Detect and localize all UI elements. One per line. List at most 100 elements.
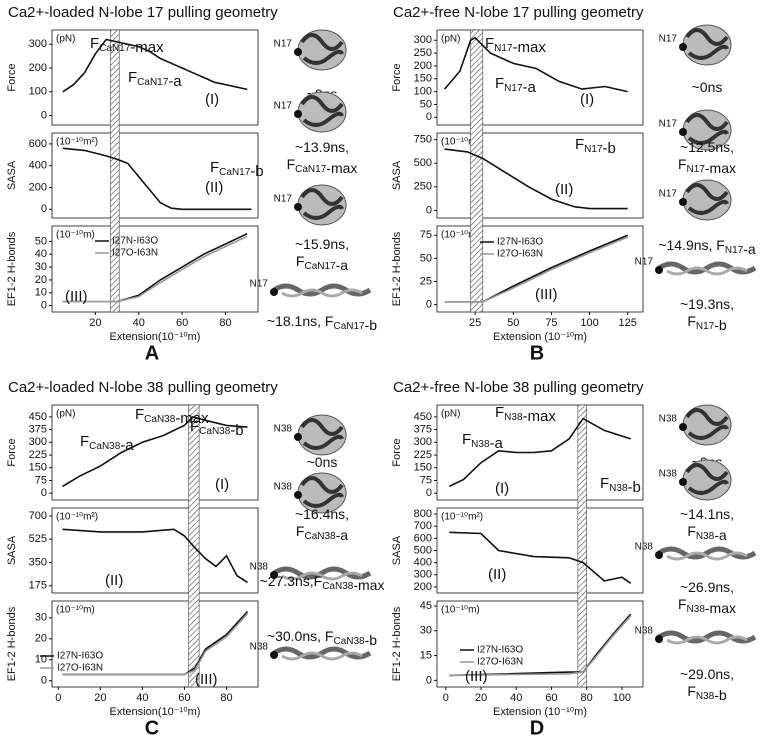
x-tick-label: 20: [94, 692, 106, 704]
y-tick-label: 150: [29, 462, 47, 474]
plot-frame: [436, 404, 644, 501]
y-tick-label: 75: [420, 474, 432, 486]
y-axis-label: EF1-2 H-bonds: [391, 606, 403, 681]
y-tick-label: 300: [29, 436, 47, 448]
label-sub: CaN17: [304, 261, 336, 272]
panel-letter: C: [145, 717, 159, 739]
label: FN17-a: [495, 75, 537, 96]
highlight-band: [470, 29, 484, 313]
y-tick-label: 0: [426, 204, 432, 216]
label: ~0ns: [307, 454, 338, 470]
y-tick-label: 20: [35, 633, 47, 645]
label-sub: CaN38: [333, 636, 365, 647]
label-part: F: [287, 156, 296, 172]
unit-label: (10⁻¹⁰m): [441, 605, 480, 616]
y-tick-label: 40: [35, 248, 47, 260]
terminus-label: N17: [659, 34, 678, 45]
label: FN17-b: [687, 313, 727, 333]
y-tick-label: 700: [29, 510, 47, 522]
ribbon: [666, 635, 748, 645]
label-part: -max: [523, 408, 557, 425]
y-axis-label: Force: [391, 438, 403, 466]
label: FCaN17-a: [128, 69, 182, 90]
plot-frame: [436, 225, 644, 313]
plot-frame: [51, 29, 259, 126]
terminus: [655, 266, 663, 274]
label-part: -max: [326, 160, 357, 176]
ribbon: [685, 113, 729, 145]
label-part: ~13.9ns,: [295, 139, 349, 155]
label-part: ~16.4ns,: [295, 506, 349, 522]
y-tick-label: 0: [41, 675, 47, 687]
protein-snapshot: [270, 283, 372, 298]
y-tick-label: 0: [41, 487, 47, 499]
label-part: -max: [130, 39, 164, 56]
label-sub: N17: [696, 321, 715, 332]
plot-frame: [51, 132, 259, 219]
ribbon: [657, 630, 757, 644]
label: ~30.0ns, FCaN38-b: [267, 628, 377, 648]
ribbon: [685, 28, 729, 60]
label-part: F: [485, 35, 494, 52]
data-line: [62, 613, 249, 676]
y-tick-label: 500: [414, 157, 432, 169]
y-tick-label: 600: [29, 138, 47, 150]
plot-frame: [51, 404, 259, 501]
label-sub: CaN38: [322, 581, 354, 592]
ribbon: [657, 261, 757, 275]
ribbon: [281, 288, 363, 298]
label-sub: CaN17: [295, 164, 327, 175]
label-part: -b: [230, 422, 243, 439]
label-part: F: [687, 523, 696, 539]
terminus-label: N17: [274, 39, 293, 50]
stage-label: (III): [535, 286, 558, 303]
panel-letter: B: [530, 342, 544, 364]
y-tick-label: 175: [29, 580, 47, 592]
label-sub: N17: [504, 83, 523, 94]
plot-frame: [436, 132, 644, 219]
y-tick-label: 15: [420, 649, 432, 661]
y-tick-label: 300: [29, 38, 47, 50]
y-axis-label: EF1-2 H-bonds: [6, 231, 18, 306]
label: FN17-max: [485, 35, 546, 56]
x-tick-label: 50: [507, 317, 519, 329]
unit-label: (pN): [441, 409, 460, 420]
y-tick-label: 350: [29, 556, 47, 568]
label-part: ~0ns: [307, 454, 338, 470]
label-part: -max: [353, 577, 384, 593]
label-part: -a: [490, 435, 504, 452]
label: ~15.9ns,: [295, 236, 349, 252]
label-sub: CaN38: [304, 531, 336, 542]
label-part: -b: [628, 479, 641, 496]
label: FN38-b: [687, 683, 727, 703]
x-axis-label: Extension(10⁻¹⁰m): [110, 706, 201, 718]
y-tick-label: 450: [29, 411, 47, 423]
terminus: [679, 128, 687, 136]
label: ~16.4ns,: [295, 506, 349, 522]
ribbon: [666, 266, 748, 276]
label-part: -a: [743, 241, 756, 257]
legend-label: I27N-I63O: [477, 645, 523, 656]
terminus-label: N17: [250, 279, 269, 290]
ribbon: [685, 183, 729, 215]
unit-label: (10⁻¹⁰m²): [56, 512, 98, 523]
y-axis-label: Force: [6, 63, 18, 91]
plot-frame: [436, 600, 644, 688]
label-part: F: [687, 683, 696, 699]
panel-title: Ca2+-free N-lobe 17 pulling geometry: [393, 4, 644, 21]
y-tick-label: 0: [426, 299, 432, 311]
panel-title: Ca2+-loaded N-lobe 17 pulling geometry: [8, 4, 278, 21]
label-part: F: [575, 136, 584, 153]
y-tick-label: 200: [414, 60, 432, 72]
stage-label: (II): [105, 572, 123, 589]
label-part: -max: [705, 160, 736, 176]
y-tick-label: 25: [420, 275, 432, 287]
label-sub: CaN17: [219, 167, 251, 178]
legend-label: I27O-I63N: [477, 657, 523, 668]
stage-label: (I): [215, 476, 229, 493]
protein-snapshot: [655, 261, 757, 276]
label: FN38-max: [678, 596, 736, 616]
label-part: F: [462, 431, 471, 448]
terminus: [270, 571, 278, 579]
y-tick-label: 600: [414, 532, 432, 544]
